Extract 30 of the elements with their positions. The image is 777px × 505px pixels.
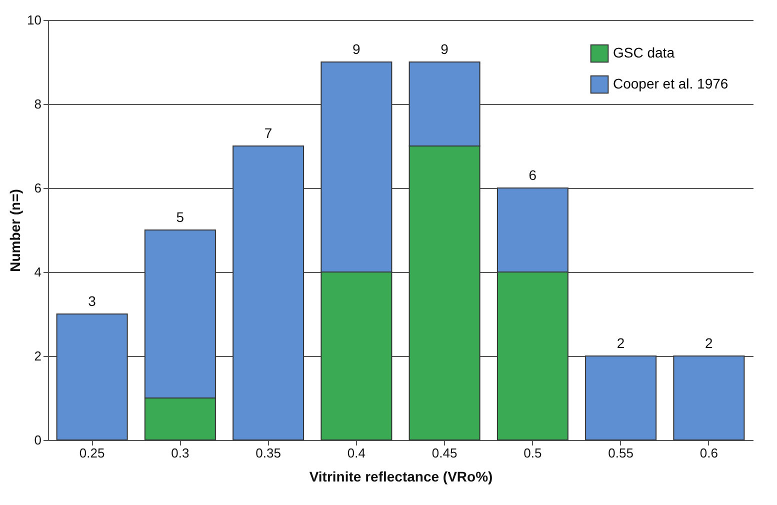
x-tick-label: 0.45 (432, 446, 458, 460)
y-tick-label: 4 (34, 264, 42, 280)
y-tick-label: 10 (27, 12, 42, 28)
x-tick-label: 0.4 (347, 446, 366, 460)
x-tick-label: 0.35 (256, 446, 281, 460)
bar (585, 356, 657, 440)
bar (56, 314, 128, 440)
total-label: 9 (440, 41, 449, 57)
y-axis-title: Number (n=) (7, 189, 24, 272)
total-label: 3 (88, 293, 96, 309)
bar (232, 146, 304, 440)
total-label: 2 (705, 335, 714, 351)
y-tick-label: 2 (34, 348, 42, 364)
total-label: 9 (352, 41, 361, 57)
total-label: 2 (616, 335, 625, 351)
y-tick-label: 8 (34, 96, 42, 112)
legend-label: Cooper et al. 1976 (613, 76, 728, 92)
x-axis-title: Vitrinite reflectance (VRo%) (309, 468, 493, 484)
bar (673, 356, 745, 440)
total-label: 6 (528, 167, 537, 183)
total-label: 7 (264, 125, 272, 141)
y-tick-label: 6 (34, 180, 42, 196)
x-tick-label: 0.3 (171, 446, 190, 460)
x-tick-label: 0.55 (608, 446, 634, 460)
legend-label: GSC data (613, 44, 675, 60)
total-label: 5 (176, 209, 184, 225)
x-tick-label: 0.5 (524, 446, 542, 460)
x-tick-label: 0.25 (79, 446, 105, 460)
x-tick-label: 0.6 (700, 446, 718, 460)
y-tick-label: 0 (34, 432, 42, 448)
